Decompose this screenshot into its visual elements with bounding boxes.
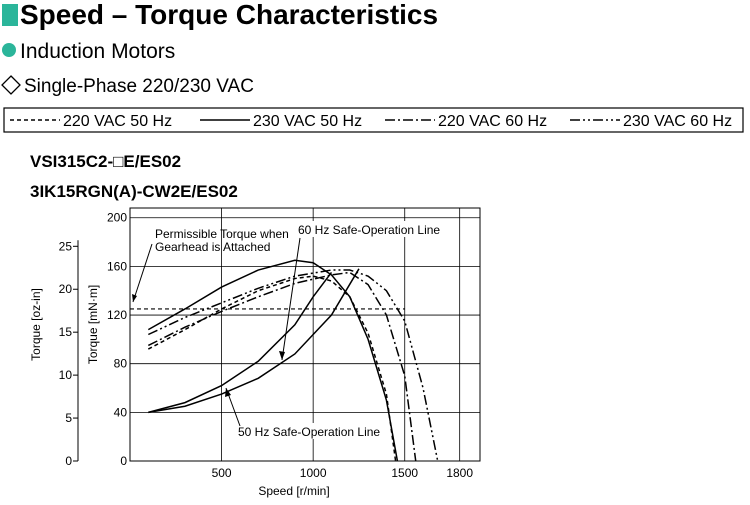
y-axis-label: Torque [mN·m]	[86, 285, 100, 364]
y-tick-label: 0	[120, 454, 127, 468]
safe-operation-line	[148, 272, 333, 414]
x-tick-label: 1000	[300, 466, 327, 480]
safe-operation-line	[148, 268, 360, 414]
subtitle: Induction Motors	[20, 40, 175, 63]
supply-marker	[1, 75, 21, 95]
torque-curve	[147, 271, 417, 462]
y2-tick-label: 15	[59, 325, 73, 339]
annotation-box	[236, 423, 382, 439]
annotation: 60 Hz Safe-Operation Line	[298, 223, 440, 237]
y-tick-label: 80	[114, 357, 128, 371]
arrow-head	[279, 351, 285, 360]
legend-box	[3, 107, 744, 133]
annotation: 50 Hz Safe-Operation Line	[238, 425, 380, 439]
annotation-arrow	[132, 243, 153, 303]
x-tick-label: 1800	[446, 466, 473, 480]
annotation-box	[296, 221, 454, 237]
torque-curve	[147, 269, 439, 462]
supply: Single-Phase 220/230 VAC	[24, 76, 254, 97]
legend-label: 230 VAC 60 Hz	[623, 113, 732, 130]
x-tick-label: 1500	[391, 466, 418, 480]
arrow-head	[132, 294, 137, 302]
y-tick-label: 200	[107, 211, 127, 225]
legend-label: 220 VAC 50 Hz	[63, 113, 172, 130]
model-name: VSI315C2-□E/ES02	[30, 152, 181, 171]
annotation: Gearhead is Attached	[155, 240, 270, 254]
y2-tick-label: 10	[59, 368, 73, 382]
y2-tick-label: 5	[65, 411, 72, 425]
arrow-head	[225, 388, 231, 397]
annotation-arrow	[281, 237, 301, 361]
y2-axis-label: Torque [oz-in]	[29, 288, 43, 361]
legend-label: 230 VAC 50 Hz	[253, 113, 362, 130]
y2-tick-label: 20	[59, 282, 73, 296]
torque-curve	[147, 259, 399, 462]
legend-label: 220 VAC 60 Hz	[438, 113, 547, 130]
y-tick-label: 40	[114, 405, 128, 419]
page-title: Speed – Torque Characteristics	[20, 0, 438, 30]
y2-tick-label: 0	[65, 454, 72, 468]
subtitle-marker	[2, 43, 16, 57]
x-tick-label: 500	[212, 466, 232, 480]
y-tick-label: 120	[107, 308, 127, 322]
y-tick-label: 160	[107, 259, 127, 273]
model-name: 3IK15RGN(A)-CW2E/ES02	[30, 182, 238, 201]
title-marker	[2, 4, 18, 26]
x-axis-label: Speed [r/min]	[258, 484, 329, 498]
annotation: Permissible Torque when	[155, 227, 289, 241]
y2-tick-label: 25	[59, 239, 73, 253]
